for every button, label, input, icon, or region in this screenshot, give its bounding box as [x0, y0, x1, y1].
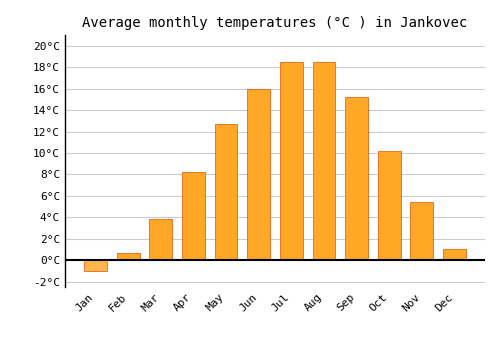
- Bar: [378, 151, 400, 260]
- Bar: [150, 219, 172, 260]
- Bar: [345, 97, 368, 260]
- Bar: [312, 62, 336, 260]
- Bar: [84, 260, 107, 271]
- Bar: [280, 62, 302, 260]
- Bar: [116, 253, 140, 260]
- Bar: [410, 202, 434, 260]
- Bar: [182, 172, 205, 260]
- Bar: [443, 250, 466, 260]
- Bar: [214, 124, 238, 260]
- Bar: [248, 89, 270, 260]
- Title: Average monthly temperatures (°C ) in Jankovec: Average monthly temperatures (°C ) in Ja…: [82, 16, 468, 30]
